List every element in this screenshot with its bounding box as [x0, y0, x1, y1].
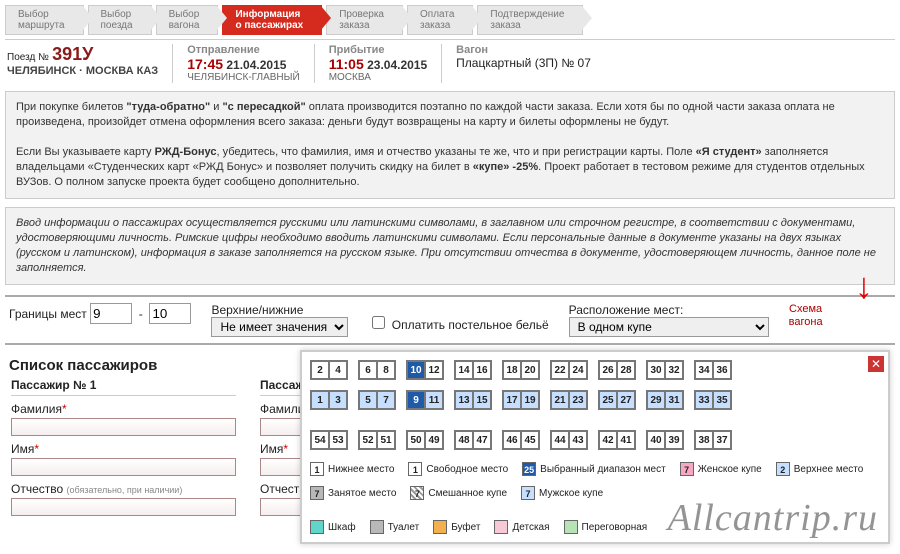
notice-payment: При покупке билетов "туда-обратно" и "с … — [5, 91, 895, 199]
seat-12[interactable]: 12 — [425, 361, 443, 379]
layout-select[interactable]: В одном купе — [569, 317, 769, 337]
seat-25[interactable]: 25 — [599, 391, 617, 409]
seat-29[interactable]: 29 — [647, 391, 665, 409]
seat-15[interactable]: 15 — [473, 391, 491, 409]
seat-37[interactable]: 37 — [713, 431, 731, 449]
seat-39[interactable]: 39 — [665, 431, 683, 449]
seat-41[interactable]: 41 — [617, 431, 635, 449]
seat-map: 2468101214161820222426283032343613579111… — [310, 360, 880, 450]
seat-20[interactable]: 20 — [521, 361, 539, 379]
step-confirm[interactable]: Подтверждениезаказа — [477, 5, 583, 35]
seat-8[interactable]: 8 — [377, 361, 395, 379]
seat-7[interactable]: 7 — [377, 391, 395, 409]
step-check[interactable]: Проверказаказа — [326, 5, 403, 35]
seat-47[interactable]: 47 — [473, 431, 491, 449]
seat-38[interactable]: 38 — [695, 431, 713, 449]
level-select[interactable]: Не имеет значения — [211, 317, 348, 337]
surname-input-1[interactable] — [11, 418, 236, 436]
seat-14[interactable]: 14 — [455, 361, 473, 379]
seat-45[interactable]: 45 — [521, 431, 539, 449]
departure-station: ЧЕЛЯБИНСК-ГЛАВНЫЙ — [187, 72, 300, 83]
seat-42[interactable]: 42 — [599, 431, 617, 449]
seat-36[interactable]: 36 — [713, 361, 731, 379]
name-input-1[interactable] — [11, 458, 236, 476]
seat-50[interactable]: 50 — [407, 431, 425, 449]
seat-26[interactable]: 26 — [599, 361, 617, 379]
seat-21[interactable]: 21 — [551, 391, 569, 409]
seat-54[interactable]: 54 — [311, 431, 329, 449]
step-train[interactable]: Выборпоезда — [88, 5, 152, 35]
step-car[interactable]: Выборвагона — [156, 5, 219, 35]
bounds-label: Границы мест — [9, 307, 87, 321]
arrival-date: 23.04.2015 — [367, 58, 427, 72]
seat-5[interactable]: 5 — [359, 391, 377, 409]
seat-43[interactable]: 43 — [569, 431, 587, 449]
step-pay[interactable]: Оплатазаказа — [407, 5, 473, 35]
step-route[interactable]: Выбормаршрута — [5, 5, 84, 35]
seat-2[interactable]: 2 — [311, 361, 329, 379]
arrow-icon: ↓ — [855, 265, 873, 307]
train-number: 391У — [52, 44, 93, 64]
seat-53[interactable]: 53 — [329, 431, 347, 449]
seat-4[interactable]: 4 — [329, 361, 347, 379]
seat-9[interactable]: 9 — [407, 391, 425, 409]
seat-23[interactable]: 23 — [569, 391, 587, 409]
seat-22[interactable]: 22 — [551, 361, 569, 379]
car-label: Вагон — [456, 44, 591, 56]
arrival-label: Прибытие — [329, 44, 427, 56]
seat-10[interactable]: 10 — [407, 361, 425, 379]
seat-32[interactable]: 32 — [665, 361, 683, 379]
seat-19[interactable]: 19 — [521, 391, 539, 409]
train-route: ЧЕЛЯБИНСК · МОСКВА КАЗ — [7, 65, 158, 77]
bedding-checkbox[interactable] — [372, 316, 385, 329]
seat-28[interactable]: 28 — [617, 361, 635, 379]
progress-steps: Выбормаршрута Выборпоезда Выборвагона Ин… — [5, 5, 895, 35]
seat-46[interactable]: 46 — [503, 431, 521, 449]
step-passengers[interactable]: Информацияо пассажирах — [222, 5, 322, 35]
train-label: Поезд № — [7, 52, 49, 63]
passenger-1-header: Пассажир № 1 — [11, 378, 236, 396]
seat-33[interactable]: 33 — [695, 391, 713, 409]
seat-11[interactable]: 11 — [425, 391, 443, 409]
seat-controls: ↓ Границы мест - Верхние/нижние Не имеет… — [5, 295, 895, 345]
passenger-1: Пассажир № 1 Фамилия* Имя* Отчество (обя… — [11, 378, 236, 516]
seat-1[interactable]: 1 — [311, 391, 329, 409]
seat-30[interactable]: 30 — [647, 361, 665, 379]
patronymic-input-1[interactable] — [11, 498, 236, 516]
seat-44[interactable]: 44 — [551, 431, 569, 449]
notice-input: Ввод информации о пассажирах осуществляе… — [5, 207, 895, 285]
seat-27[interactable]: 27 — [617, 391, 635, 409]
departure-time: 17:45 — [187, 56, 223, 72]
seat-49[interactable]: 49 — [425, 431, 443, 449]
seat-13[interactable]: 13 — [455, 391, 473, 409]
journey-summary: Поезд № 391У ЧЕЛЯБИНСК · МОСКВА КАЗ Отпр… — [5, 39, 895, 83]
seat-52[interactable]: 52 — [359, 431, 377, 449]
seat-24[interactable]: 24 — [569, 361, 587, 379]
seat-map-popup: ✕ 24681012141618202224262830323436135791… — [300, 350, 890, 544]
seat-40[interactable]: 40 — [647, 431, 665, 449]
seat-51[interactable]: 51 — [377, 431, 395, 449]
seat-17[interactable]: 17 — [503, 391, 521, 409]
seat-from-input[interactable] — [90, 303, 132, 324]
seat-48[interactable]: 48 — [455, 431, 473, 449]
car-value: Плацкартный (3П) № 07 — [456, 56, 591, 70]
seat-34[interactable]: 34 — [695, 361, 713, 379]
seat-31[interactable]: 31 — [665, 391, 683, 409]
seat-18[interactable]: 18 — [503, 361, 521, 379]
scheme-link[interactable]: Схемавагона — [789, 303, 823, 329]
close-icon[interactable]: ✕ — [868, 356, 884, 372]
seat-legend: 1Нижнее место 1Свободное место 25Выбранн… — [310, 462, 880, 534]
arrival-station: МОСКВА — [329, 72, 427, 83]
seat-6[interactable]: 6 — [359, 361, 377, 379]
arrival-time: 11:05 — [329, 56, 364, 72]
level-label: Верхние/нижние — [211, 303, 348, 317]
seat-3[interactable]: 3 — [329, 391, 347, 409]
bedding-label: Оплатить постельное бельё — [392, 318, 549, 332]
layout-label: Расположение мест: — [569, 303, 769, 317]
seat-16[interactable]: 16 — [473, 361, 491, 379]
departure-date: 21.04.2015 — [226, 58, 286, 72]
seat-35[interactable]: 35 — [713, 391, 731, 409]
departure-label: Отправление — [187, 44, 300, 56]
seat-to-input[interactable] — [149, 303, 191, 324]
